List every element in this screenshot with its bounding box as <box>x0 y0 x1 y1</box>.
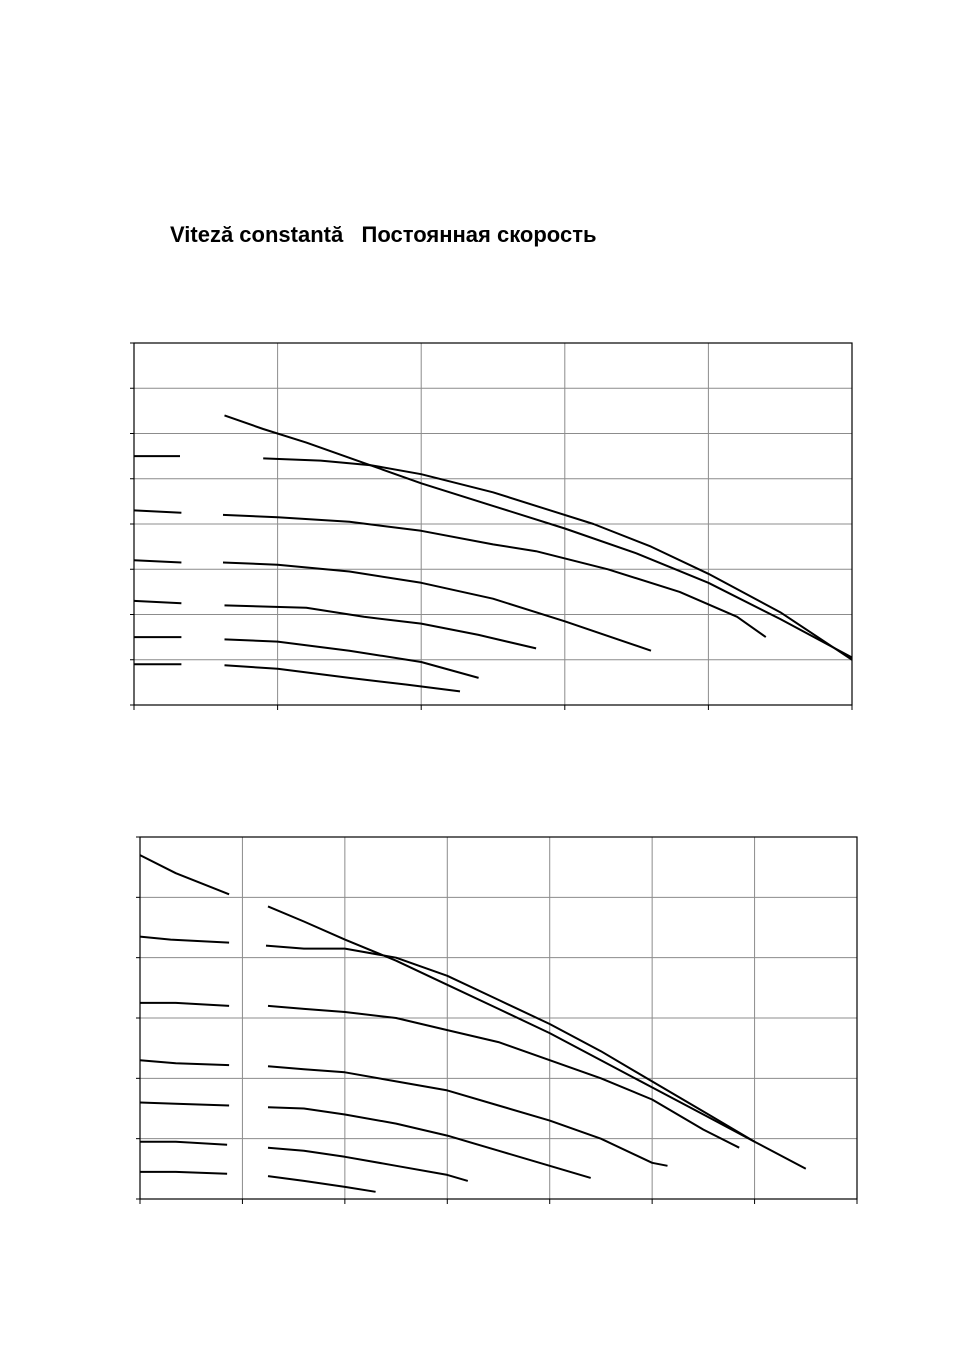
chart-2-curve-3-start <box>140 1001 230 1007</box>
chart-1-frame <box>133 342 853 706</box>
performance-chart-2 <box>136 836 858 1204</box>
chart-2-curve-4-start <box>139 1059 230 1067</box>
chart-1-curve-3 <box>222 513 767 638</box>
chart-2-curve-1-start <box>139 854 230 896</box>
chart-2-curve-5 <box>267 1106 591 1179</box>
chart-2-curve-2 <box>265 944 756 1143</box>
page-title: Viteză constantă Постоянная скорость <box>170 222 597 247</box>
chart-1-curve-4-start <box>133 559 182 564</box>
chart-2-frame <box>139 836 858 1200</box>
chart-1-curve-5 <box>224 604 537 650</box>
chart-2-curve-1 <box>267 905 807 1170</box>
chart-2-curve-3 <box>267 1004 740 1149</box>
chart-1-curve-6 <box>224 638 479 679</box>
performance-chart-1 <box>130 342 853 710</box>
chart-1-curve-5-start <box>133 599 182 605</box>
chart-1-curve-3-start <box>133 509 182 514</box>
chart-1-curve-1 <box>224 414 853 659</box>
chart-2-curve-7 <box>267 1175 376 1193</box>
chart-2-curve-5-start <box>139 1101 230 1107</box>
chart-2-curve-4 <box>267 1065 668 1167</box>
chart-1-curve-4 <box>222 561 652 652</box>
chart-2-curve-2-start <box>139 935 230 944</box>
chart-2-curve-6 <box>267 1146 469 1182</box>
chart-2-curve-6-start <box>140 1140 228 1146</box>
chart-1-curve-2 <box>263 457 853 661</box>
chart-1-curve-7 <box>224 664 461 693</box>
chart-2-curve-7-start <box>140 1170 228 1175</box>
